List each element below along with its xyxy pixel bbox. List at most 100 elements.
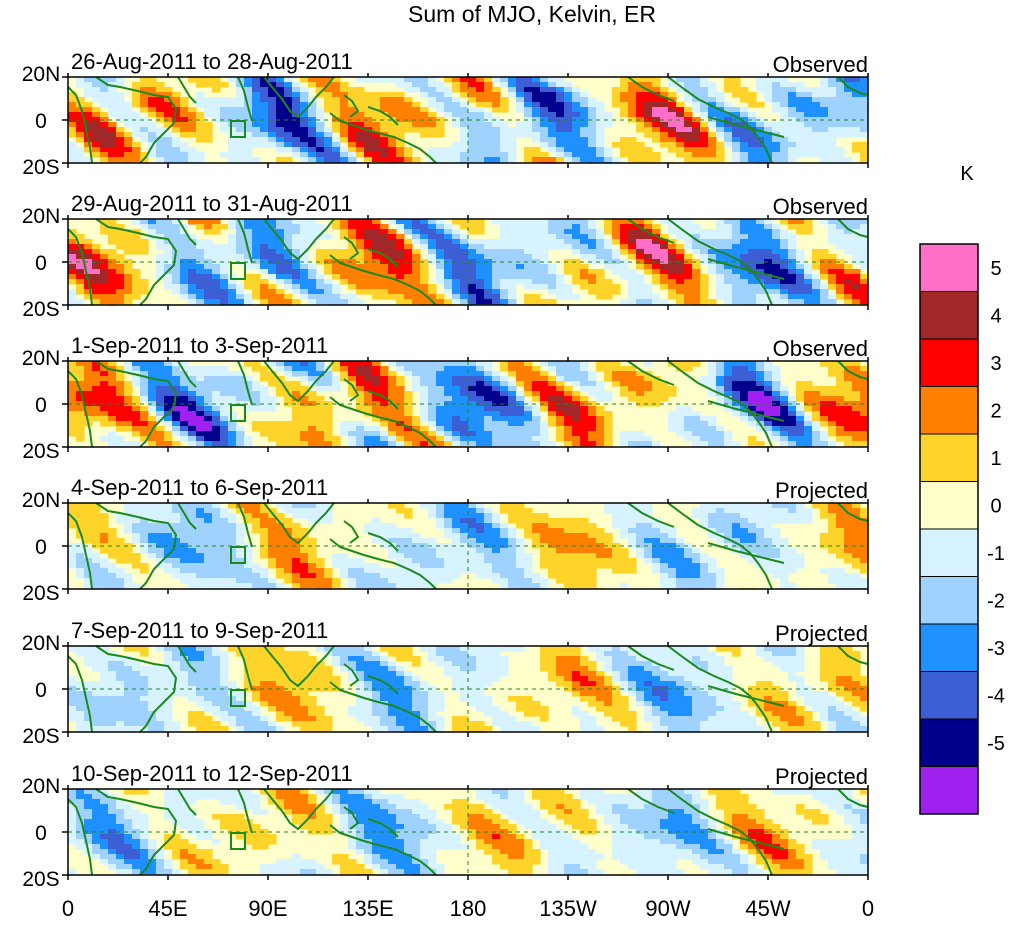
anomaly-cell (204, 239, 213, 245)
anomaly-cell (108, 92, 117, 98)
anomaly-cell (572, 279, 581, 285)
anomaly-cell (132, 97, 141, 103)
anomaly-cell (708, 426, 717, 432)
anomaly-cell (356, 244, 365, 250)
anomaly-cell (76, 284, 85, 290)
anomaly-cell (724, 381, 733, 387)
anomaly-cell (228, 431, 237, 437)
anomaly-cell (372, 102, 381, 108)
anomaly-cell (164, 421, 173, 427)
anomaly-cell (196, 366, 205, 372)
anomaly-cell (556, 426, 565, 432)
anomaly-cell (540, 436, 549, 442)
anomaly-cell (452, 431, 461, 437)
anomaly-cell (676, 132, 685, 138)
anomaly-cell (596, 528, 605, 534)
anomaly-cell (124, 239, 133, 245)
anomaly-cell (68, 503, 77, 509)
anomaly-cell (348, 431, 357, 437)
anomaly-cell (500, 391, 509, 397)
anomaly-cell (268, 523, 277, 529)
anomaly-cell (660, 219, 669, 225)
anomaly-cell (828, 137, 837, 143)
anomaly-cell (284, 381, 293, 387)
anomaly-cell (788, 87, 797, 93)
anomaly-cell (388, 411, 397, 417)
anomaly-cell (700, 421, 709, 427)
anomaly-cell (516, 361, 525, 367)
anomaly-cell (468, 82, 477, 88)
anomaly-cell (364, 381, 373, 387)
anomaly-cell (92, 147, 101, 153)
anomaly-cell (828, 411, 837, 417)
anomaly-cell (724, 386, 733, 392)
anomaly-cell (228, 234, 237, 240)
anomaly-cell (588, 416, 597, 422)
anomaly-cell (236, 299, 245, 305)
anomaly-cell (532, 244, 541, 250)
anomaly-cell (556, 142, 565, 148)
anomaly-cell (708, 137, 717, 143)
anomaly-cell (468, 137, 477, 143)
anomaly-cell (68, 97, 77, 103)
anomaly-cell (748, 137, 757, 143)
anomaly-cell (724, 102, 733, 108)
anomaly-cell (556, 284, 565, 290)
anomaly-cell (348, 234, 357, 240)
anomaly-cell (348, 132, 357, 138)
anomaly-cell (764, 254, 773, 260)
anomaly-cell (212, 528, 221, 534)
anomaly-cell (356, 371, 365, 377)
anomaly-cell (780, 396, 789, 402)
anomaly-cell (628, 97, 637, 103)
anomaly-cell (780, 87, 789, 93)
anomaly-cell (580, 244, 589, 250)
anomaly-cell (732, 142, 741, 148)
anomaly-cell (548, 102, 557, 108)
anomaly-cell (68, 279, 77, 285)
anomaly-cell (324, 416, 333, 422)
anomaly-cell (300, 127, 309, 133)
anomaly-cell (804, 142, 813, 148)
anomaly-cell (684, 244, 693, 250)
anomaly-cell (436, 224, 445, 230)
anomaly-cell (156, 391, 165, 397)
anomaly-cell (804, 112, 813, 118)
anomaly-cell (84, 82, 93, 88)
anomaly-cell (628, 147, 637, 153)
anomaly-cell (684, 152, 693, 158)
anomaly-cell (124, 391, 133, 397)
anomaly-cell (140, 406, 149, 412)
anomaly-cell (316, 508, 325, 514)
anomaly-cell (324, 152, 333, 158)
anomaly-cell (548, 269, 557, 275)
anomaly-cell (356, 396, 365, 402)
anomaly-cell (724, 239, 733, 245)
anomaly-cell (668, 274, 677, 280)
anomaly-cell (484, 127, 493, 133)
anomaly-cell (660, 264, 669, 270)
anomaly-cell (620, 102, 629, 108)
anomaly-cell (428, 411, 437, 417)
anomaly-cell (284, 426, 293, 432)
anomaly-cell (332, 157, 341, 163)
anomaly-cell (828, 152, 837, 158)
anomaly-cell (588, 122, 597, 128)
anomaly-cell (76, 426, 85, 432)
anomaly-cell (404, 391, 413, 397)
anomaly-cell (116, 421, 125, 427)
anomaly-cell (76, 431, 85, 437)
anomaly-cell (308, 77, 317, 83)
anomaly-cell (612, 254, 621, 260)
anomaly-cell (756, 152, 765, 158)
anomaly-cell (516, 431, 525, 437)
panel-status: Observed (773, 194, 868, 219)
anomaly-cell (812, 142, 821, 148)
anomaly-cell (828, 269, 837, 275)
anomaly-cell (316, 132, 325, 138)
anomaly-cell (828, 391, 837, 397)
anomaly-cell (772, 147, 781, 153)
anomaly-cell (532, 274, 541, 280)
anomaly-cell (316, 284, 325, 290)
anomaly-cell (596, 421, 605, 427)
